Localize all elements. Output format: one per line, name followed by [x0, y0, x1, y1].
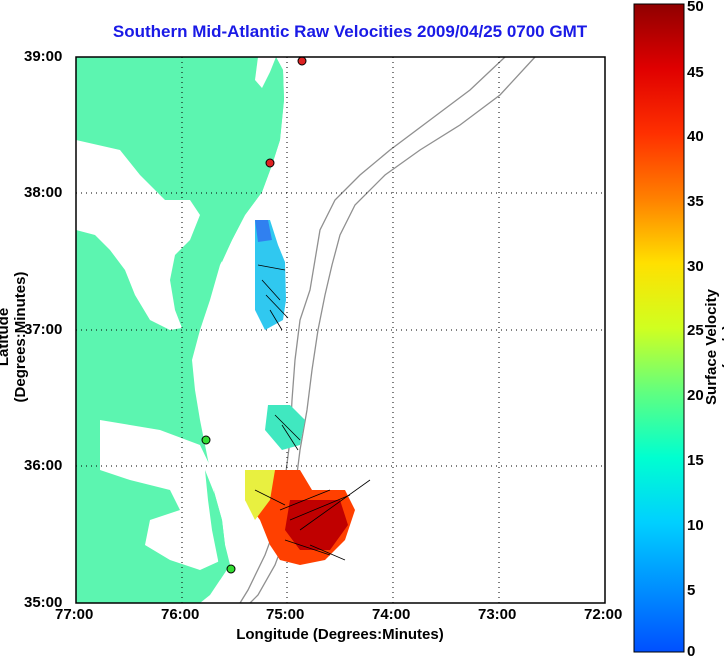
x-tick-label: 76:00	[161, 606, 200, 623]
colorbar-tick: 5	[687, 582, 696, 599]
colorbar-tick: 10	[687, 517, 704, 534]
station-markers	[201, 56, 307, 574]
x-tick-label: 72:00	[584, 606, 623, 623]
y-axis-label: Latitude (Degrees:Minutes)	[0, 271, 29, 403]
x-tick-label: 75:00	[266, 606, 305, 623]
y-tick-label: 35:00	[24, 594, 63, 611]
velocity-field	[245, 220, 355, 565]
plot-frame	[75, 56, 606, 604]
colorbar-tick: 15	[687, 452, 704, 469]
colorbar-tick: 30	[687, 258, 704, 275]
velocity-vectors	[254, 264, 371, 561]
x-tick-label: 77:00	[55, 606, 94, 623]
colorbar-tick: 45	[687, 64, 704, 81]
colorbar-tick: 0	[687, 643, 696, 660]
colorbar-label: Surface Velocity (cm/s)	[703, 289, 724, 405]
x-axis-label: Longitude (Degrees:Minutes)	[236, 626, 444, 643]
colorbar	[633, 3, 685, 653]
x-tick-label: 73:00	[478, 606, 517, 623]
chart-title: Southern Mid-Atlantic Raw Velocities 200…	[112, 22, 588, 41]
y-tick-label: 37:00	[24, 321, 63, 338]
colorbar-tick: 40	[687, 128, 704, 145]
y-tick-label: 36:00	[24, 457, 63, 474]
colorbar-tick: 50	[687, 0, 704, 15]
y-tick-label: 39:00	[24, 48, 63, 65]
colorbar-tick: 25	[687, 322, 704, 339]
colorbar-tick: 35	[687, 193, 704, 210]
x-tick-label: 74:00	[372, 606, 411, 623]
y-tick-label: 38:00	[24, 184, 63, 201]
colorbar-tick: 20	[687, 387, 704, 404]
